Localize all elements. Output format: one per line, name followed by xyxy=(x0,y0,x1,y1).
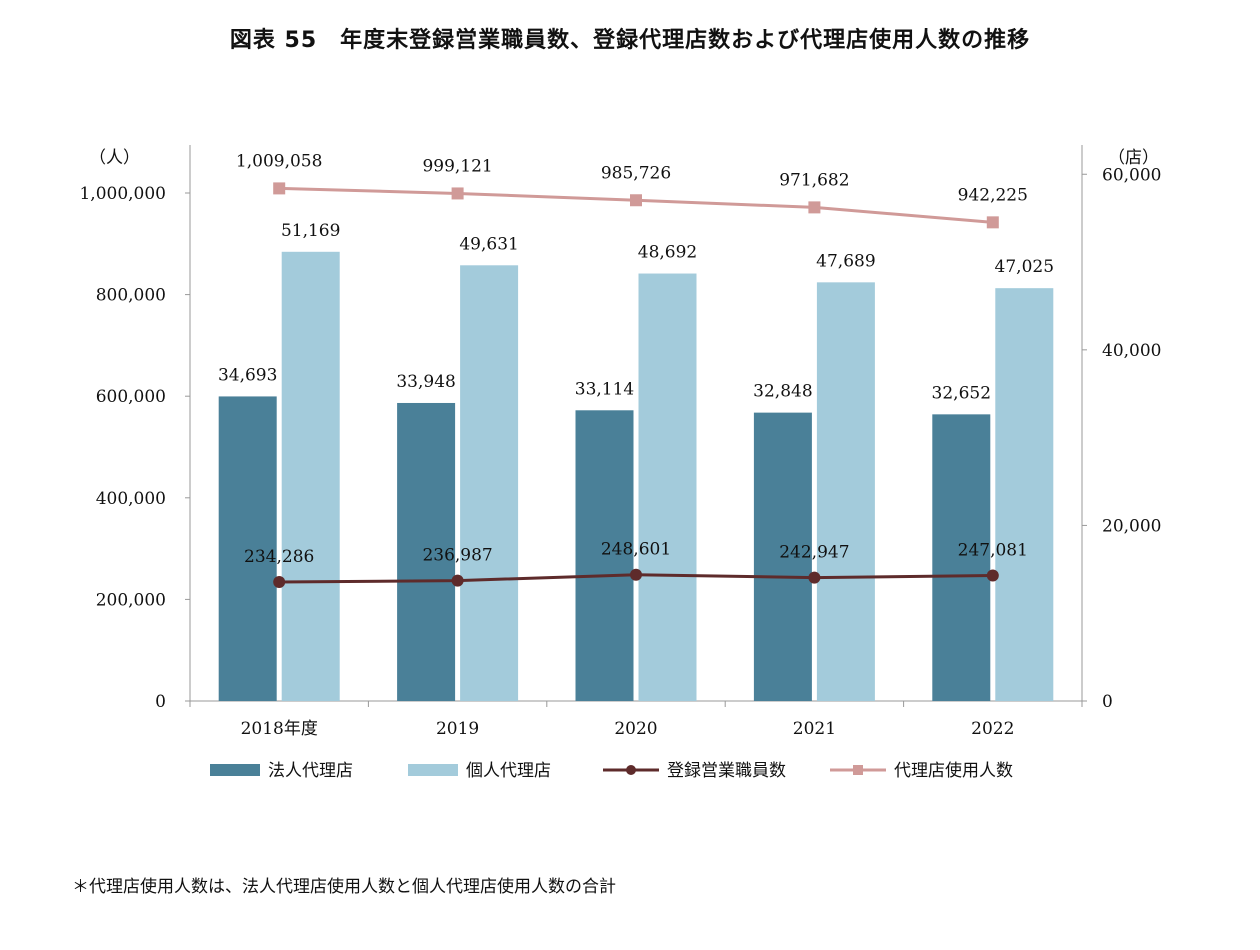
line-point xyxy=(273,575,286,588)
left-tick-label: 200,000 xyxy=(96,590,166,610)
bar-individual xyxy=(816,282,875,701)
line-point xyxy=(630,194,642,207)
line-point xyxy=(808,201,821,214)
right-tick-label: 0 xyxy=(1102,692,1113,712)
line-point xyxy=(630,568,642,581)
bars xyxy=(218,251,1054,702)
bar-value-label: 47,689 xyxy=(816,251,875,271)
bar-value-label: 32,848 xyxy=(753,382,812,402)
right-tick-label: 60,000 xyxy=(1102,165,1161,185)
footnote: ＊代理店使用人数は、法人代理店使用人数と個人代理店使用人数の合計 xyxy=(72,877,616,897)
bar-corporate xyxy=(932,414,991,701)
line-value-label: 248,601 xyxy=(601,540,671,560)
bar-value-label: 51,169 xyxy=(281,221,340,241)
legend-label: 法人代理店 xyxy=(268,761,353,781)
chart-title: 図表 55 年度末登録営業職員数、登録代理店数および代理店使用人数の推移 xyxy=(229,28,1031,53)
lines xyxy=(273,182,999,588)
left-tick-label: 400,000 xyxy=(96,489,166,509)
bar-value-label: 34,693 xyxy=(218,365,277,385)
line-value-label: 247,081 xyxy=(958,540,1028,560)
bar-value-label: 32,652 xyxy=(932,383,991,403)
x-tick-label: 2018年度 xyxy=(241,719,318,739)
line-value-label: 942,225 xyxy=(958,185,1028,205)
line-value-label: 999,121 xyxy=(422,156,492,176)
bar-individual xyxy=(638,273,697,701)
line-value-label: 985,726 xyxy=(601,163,671,183)
data-labels: 34,693 33,948 33,114 32,848 32,652 51,169 49,6… xyxy=(218,151,1054,567)
bar-value-label: 33,948 xyxy=(396,372,455,392)
bar-corporate xyxy=(397,402,456,701)
x-tick-label: 2021 xyxy=(793,719,836,739)
legend-label: 個人代理店 xyxy=(466,761,551,781)
right-axis-unit: （店） xyxy=(1108,148,1159,168)
line-point xyxy=(986,569,999,582)
bar-value-label: 33,114 xyxy=(575,379,634,399)
bar-individual xyxy=(460,265,519,701)
line-value-label: 1,009,058 xyxy=(236,151,323,171)
left-tick-label: 1,000,000 xyxy=(79,184,166,204)
legend-label: 登録営業職員数 xyxy=(667,761,786,781)
line-point xyxy=(451,574,464,587)
x-tick-label: 2022 xyxy=(971,719,1014,739)
bar-value-label: 48,692 xyxy=(638,243,697,263)
left-tick-label: 800,000 xyxy=(96,286,166,306)
line-point xyxy=(451,187,464,200)
bar-corporate xyxy=(575,410,634,701)
bar-value-label: 47,025 xyxy=(995,257,1054,277)
right-tick-label: 40,000 xyxy=(1102,341,1161,361)
bar-corporate xyxy=(218,396,277,701)
legend-label: 代理店使用人数 xyxy=(894,760,1013,781)
legend-marker xyxy=(853,765,863,775)
left-tick-label: 600,000 xyxy=(96,387,166,407)
line-point xyxy=(986,216,999,229)
line-value-label: 234,286 xyxy=(244,547,314,567)
bar-individual xyxy=(995,288,1054,701)
x-tick-label: 2019 xyxy=(436,719,479,739)
line-point xyxy=(273,182,286,195)
chart: 0 200,000 400,000 600,000 800,000 1,000,000 （人… xyxy=(79,145,1161,781)
legend-swatch xyxy=(210,764,260,776)
x-tick-label: 2020 xyxy=(614,719,657,739)
line-value-label: 242,947 xyxy=(779,543,849,563)
right-tick-label: 20,000 xyxy=(1102,516,1161,536)
left-axis-unit: （人） xyxy=(89,148,140,168)
line-value-label: 971,682 xyxy=(779,170,849,190)
legend: 法人代理店 個人代理店 登録営業職員数 代理店使用人数 xyxy=(210,760,1013,781)
line-value-label: 236,987 xyxy=(422,546,492,566)
legend-swatch xyxy=(408,764,458,776)
left-tick-label: 0 xyxy=(155,692,166,712)
bar-individual xyxy=(281,251,340,702)
bar-value-label: 49,631 xyxy=(459,234,518,254)
legend-marker xyxy=(626,765,636,775)
line-point xyxy=(808,571,821,584)
bar-corporate xyxy=(753,412,812,701)
